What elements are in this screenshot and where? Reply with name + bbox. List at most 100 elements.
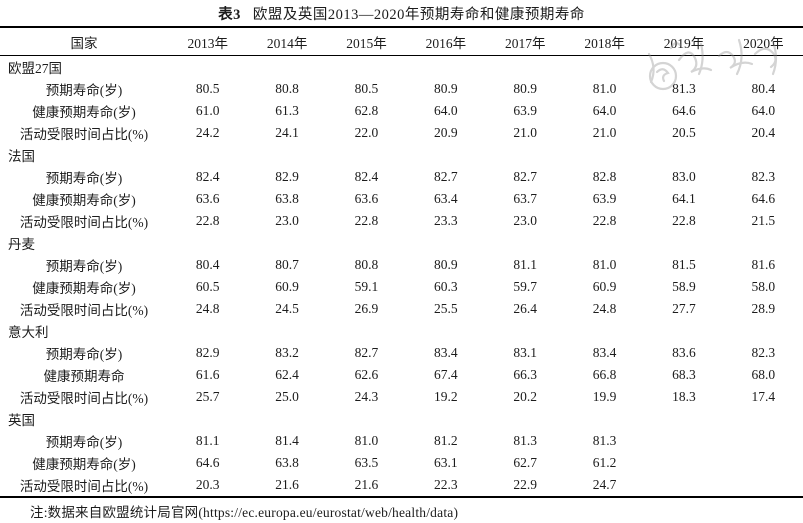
value-cell: 61.0 — [195, 103, 220, 118]
value-cell: 63.1 — [434, 455, 458, 470]
metric-label: 预期寿命(岁) — [45, 347, 123, 362]
value-cell: 21.0 — [592, 125, 617, 140]
value-cell: 60.9 — [275, 279, 299, 294]
value-cell: 80.5 — [195, 81, 220, 96]
value-cell: 64.0 — [592, 103, 617, 118]
value-cell: 66.3 — [513, 367, 537, 382]
value-cell: 81.6 — [751, 257, 776, 272]
value-cell: 63.6 — [195, 191, 220, 206]
country-column-header: 国家 — [0, 27, 168, 56]
country-row: 欧盟27国 — [0, 56, 803, 79]
value-cell: 28.9 — [751, 301, 776, 316]
data-table: 国家 2013年 2014年 2015年 2016年 2017年 2018年 2019年 20… — [0, 26, 803, 498]
value-cell — [724, 452, 803, 474]
value-cell: 81.0 — [592, 257, 617, 272]
country-name: 英国 — [8, 413, 35, 428]
year-column-header: 2017年 — [485, 27, 565, 56]
value-cell: 22.8 — [354, 213, 379, 228]
value-cell: 83.4 — [592, 345, 617, 360]
value-cell: 59.7 — [513, 279, 537, 294]
metric-label: 预期寿命(岁) — [45, 435, 123, 450]
value-cell: 82.9 — [195, 345, 220, 360]
value-cell: 83.1 — [513, 345, 537, 360]
value-cell: 64.1 — [672, 191, 696, 206]
value-cell: 80.9 — [434, 81, 458, 96]
metric-label: 健康预期寿命(岁) — [32, 281, 136, 296]
value-cell: 18.3 — [672, 389, 696, 404]
value-cell: 24.1 — [275, 125, 299, 140]
metric-row: 活动受限时间占比(%) 24.2 24.1 22.0 20.9 21.0 21.0 20.5 2… — [0, 122, 803, 144]
table-number: 表3 — [218, 7, 241, 23]
value-cell: 64.6 — [751, 191, 776, 206]
value-cell: 60.9 — [592, 279, 617, 294]
metric-row: 健康预期寿命(岁) 64.6 63.8 63.5 63.1 62.7 61.2 — [0, 452, 803, 474]
value-cell: 21.0 — [513, 125, 537, 140]
value-cell: 17.4 — [751, 389, 776, 404]
value-cell: 62.8 — [354, 103, 379, 118]
value-cell: 81.3 — [592, 433, 617, 448]
metric-label: 健康预期寿命(岁) — [32, 193, 136, 208]
value-cell: 61.6 — [195, 367, 220, 382]
value-cell: 82.4 — [354, 169, 379, 184]
value-cell: 27.7 — [672, 301, 696, 316]
value-cell: 64.0 — [434, 103, 458, 118]
value-cell: 63.8 — [275, 455, 299, 470]
year-column-header: 2015年 — [326, 27, 407, 56]
country-row: 丹麦 — [0, 232, 803, 254]
country-name: 丹麦 — [8, 237, 35, 252]
year-column-header: 2019年 — [644, 27, 724, 56]
value-cell: 63.9 — [592, 191, 617, 206]
value-cell: 21.6 — [275, 477, 299, 492]
year-column-header: 2013年 — [168, 27, 248, 56]
country-name: 法国 — [8, 149, 35, 164]
value-cell: 82.7 — [354, 345, 379, 360]
metric-row: 健康预期寿命(岁) 61.0 61.3 62.8 64.0 63.9 64.0 64.6 64.… — [0, 100, 803, 122]
value-cell: 63.7 — [513, 191, 537, 206]
value-cell: 22.9 — [513, 477, 537, 492]
value-cell: 26.4 — [513, 301, 537, 316]
value-cell: 83.6 — [672, 345, 696, 360]
value-cell: 81.5 — [672, 257, 696, 272]
table-title-text: 欧盟及英国2013—2020年预期寿命和健康预期寿命 — [252, 7, 585, 23]
value-cell: 24.7 — [592, 477, 617, 492]
value-cell: 82.3 — [751, 345, 776, 360]
value-cell: 62.6 — [354, 367, 379, 382]
value-cell: 22.8 — [592, 213, 617, 228]
value-cell: 24.2 — [195, 125, 220, 140]
metric-row: 健康预期寿命(岁) 60.5 60.9 59.1 60.3 59.7 60.9 58.9 58.… — [0, 276, 803, 298]
metric-row: 健康预期寿命 61.6 62.4 62.6 67.4 66.3 66.8 68.3 68.0 — [0, 364, 803, 386]
value-cell: 63.5 — [354, 455, 379, 470]
value-cell: 80.4 — [195, 257, 220, 272]
value-cell: 67.4 — [434, 367, 458, 382]
value-cell: 64.0 — [751, 103, 776, 118]
metric-row: 活动受限时间占比(%) 24.8 24.5 26.9 25.5 26.4 24.8 27.7 2… — [0, 298, 803, 320]
year-column-header: 2016年 — [406, 27, 486, 56]
value-cell — [724, 474, 803, 497]
value-cell: 22.0 — [354, 125, 379, 140]
value-cell: 20.2 — [513, 389, 537, 404]
value-cell: 26.9 — [354, 301, 379, 316]
value-cell: 81.4 — [275, 433, 299, 448]
value-cell: 81.0 — [354, 433, 379, 448]
value-cell — [644, 430, 723, 452]
metric-row: 健康预期寿命(岁) 63.6 63.8 63.6 63.4 63.7 63.9 64.1 64.… — [0, 188, 803, 210]
value-cell: 64.6 — [672, 103, 696, 118]
value-cell: 80.8 — [354, 257, 379, 272]
value-cell: 80.7 — [275, 257, 299, 272]
value-cell: 81.1 — [195, 433, 220, 448]
value-cell: 82.9 — [275, 169, 299, 184]
value-cell: 24.3 — [354, 389, 379, 404]
value-cell: 81.2 — [434, 433, 458, 448]
year-column-header: 2018年 — [564, 27, 645, 56]
value-cell: 80.4 — [751, 81, 776, 96]
value-cell: 60.3 — [434, 279, 458, 294]
value-cell: 80.8 — [275, 81, 299, 96]
source-note: 注:数据来自欧盟统计局官网(https://ec.europa.eu/euros… — [30, 505, 459, 520]
value-cell: 25.5 — [434, 301, 458, 316]
year-column-header: 2014年 — [247, 27, 327, 56]
value-cell: 81.3 — [672, 81, 696, 96]
value-cell: 63.6 — [354, 191, 379, 206]
metric-label: 活动受限时间占比(%) — [19, 215, 149, 230]
metric-label: 活动受限时间占比(%) — [19, 303, 149, 318]
metric-row: 活动受限时间占比(%) 25.7 25.0 24.3 19.2 20.2 19.9 18.3 1… — [0, 386, 803, 408]
